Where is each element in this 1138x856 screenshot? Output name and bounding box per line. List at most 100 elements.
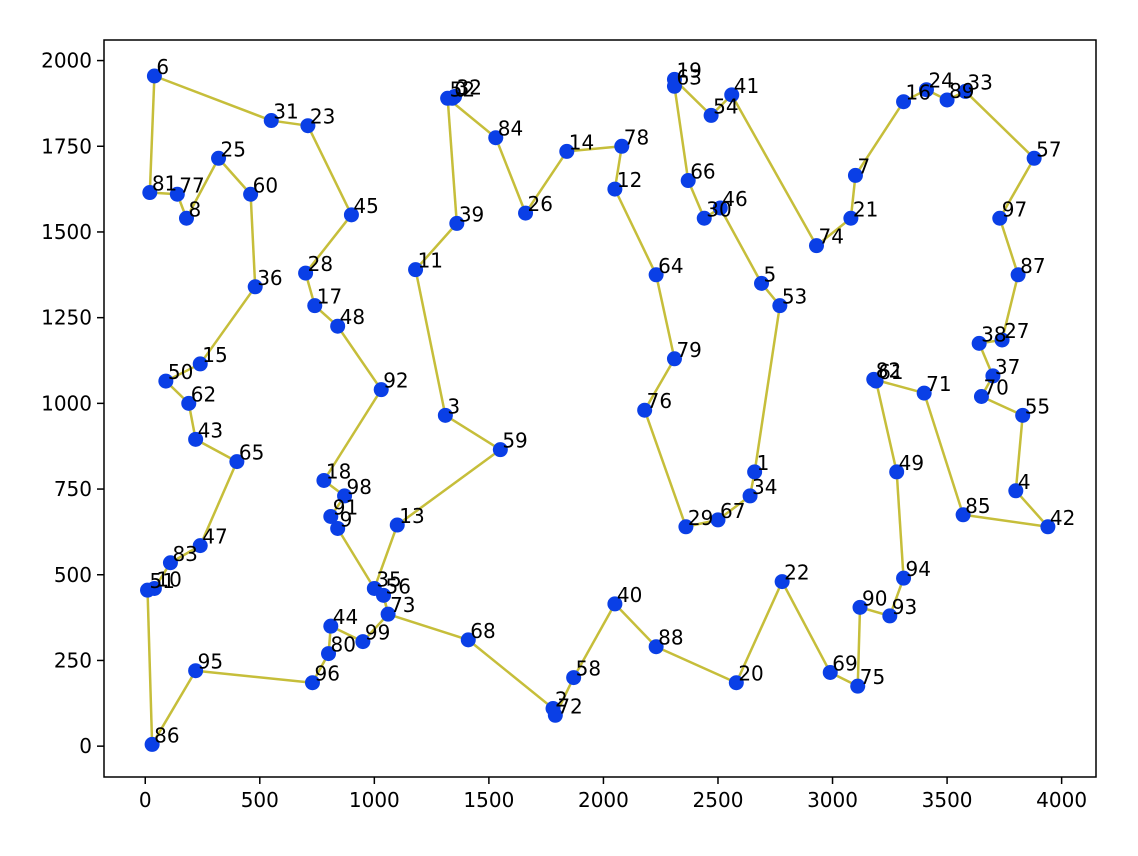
y-tick-label: 750 xyxy=(54,477,92,501)
point-label-44: 44 xyxy=(333,605,358,629)
point-label-32: 32 xyxy=(457,76,482,100)
y-tick-label: 1750 xyxy=(41,134,92,158)
point-label-38: 38 xyxy=(981,322,1006,346)
point-label-36: 36 xyxy=(257,266,282,290)
data-point-86 xyxy=(144,736,160,752)
data-point-48 xyxy=(330,318,346,334)
point-labels: 0123456789101112131415161718192021222324… xyxy=(150,55,1076,747)
point-label-33: 33 xyxy=(967,70,992,94)
point-label-42: 42 xyxy=(1050,506,1075,530)
point-label-29: 29 xyxy=(688,506,713,530)
route-segment xyxy=(719,207,763,284)
point-label-54: 54 xyxy=(713,94,738,118)
data-points xyxy=(140,68,1056,752)
data-point-6 xyxy=(146,68,162,84)
point-label-31: 31 xyxy=(273,100,298,124)
x-tick-label: 2500 xyxy=(693,788,744,812)
point-label-20: 20 xyxy=(738,662,763,686)
data-point-75 xyxy=(850,678,866,694)
point-label-72: 72 xyxy=(557,694,582,718)
route-segment xyxy=(1014,489,1049,528)
data-point-46 xyxy=(712,200,728,216)
point-label-6: 6 xyxy=(156,55,169,79)
data-point-59 xyxy=(492,442,508,458)
route-segment xyxy=(673,86,690,181)
route-segment xyxy=(613,603,658,648)
point-label-52: 52 xyxy=(450,77,475,101)
point-label-79: 79 xyxy=(676,338,701,362)
point-label-51: 51 xyxy=(150,569,175,593)
route-segment xyxy=(249,194,257,287)
data-point-83 xyxy=(162,555,178,571)
data-point-21 xyxy=(843,210,859,226)
data-point-63 xyxy=(666,78,682,94)
point-label-17: 17 xyxy=(317,285,342,309)
route-segment xyxy=(524,150,568,214)
data-point-73 xyxy=(380,606,396,622)
point-label-23: 23 xyxy=(310,105,335,129)
data-point-50 xyxy=(158,373,174,389)
data-point-14 xyxy=(559,143,575,159)
data-point-97 xyxy=(992,210,1008,226)
route-segment xyxy=(998,217,1020,276)
data-point-47 xyxy=(192,538,208,554)
data-point-54 xyxy=(703,107,719,123)
point-label-1: 1 xyxy=(757,451,770,475)
point-label-59: 59 xyxy=(502,429,527,453)
y-tick-label: 1250 xyxy=(41,306,92,330)
point-label-40: 40 xyxy=(617,583,642,607)
route-segment xyxy=(730,94,818,247)
point-label-74: 74 xyxy=(818,225,843,249)
data-point-31 xyxy=(263,113,279,129)
data-point-57 xyxy=(1026,150,1042,166)
point-label-92: 92 xyxy=(383,369,408,393)
route-segment xyxy=(874,380,898,473)
point-label-87: 87 xyxy=(1020,254,1045,278)
point-label-18: 18 xyxy=(326,459,351,483)
point-label-48: 48 xyxy=(340,305,365,329)
data-point-82 xyxy=(866,371,882,387)
point-label-83: 83 xyxy=(172,542,197,566)
point-label-68: 68 xyxy=(470,619,495,643)
data-point-20 xyxy=(728,675,744,691)
data-point-41 xyxy=(724,87,740,103)
point-label-96: 96 xyxy=(314,662,339,686)
point-label-66: 66 xyxy=(690,160,715,184)
route-segment xyxy=(655,645,737,684)
route-segment xyxy=(396,448,502,527)
data-point-71 xyxy=(916,385,932,401)
x-tick-label: 3500 xyxy=(922,788,973,812)
point-label-41: 41 xyxy=(734,74,759,98)
point-label-56: 56 xyxy=(386,574,411,598)
point-label-71: 71 xyxy=(926,372,951,396)
data-point-68 xyxy=(460,632,476,648)
data-point-81 xyxy=(142,185,158,201)
data-point-8 xyxy=(178,210,194,226)
point-label-12: 12 xyxy=(617,168,642,192)
point-label-21: 21 xyxy=(853,197,878,221)
point-label-34: 34 xyxy=(752,475,777,499)
point-label-50: 50 xyxy=(168,360,193,384)
y-tick-label: 2000 xyxy=(41,49,92,73)
route-segment xyxy=(467,638,554,710)
route-segment xyxy=(613,188,658,276)
point-label-55: 55 xyxy=(1025,394,1050,418)
route-segment xyxy=(387,612,469,642)
point-label-88: 88 xyxy=(658,626,683,650)
x-tick-label: 0 xyxy=(139,788,152,812)
route-segment xyxy=(964,90,1036,160)
point-label-93: 93 xyxy=(892,595,917,619)
data-point-99 xyxy=(355,634,371,650)
route-segment xyxy=(304,214,353,274)
route-segment xyxy=(643,409,688,528)
axes-frame xyxy=(103,39,1097,778)
point-label-85: 85 xyxy=(965,494,990,518)
data-point-1 xyxy=(747,464,763,480)
point-label-86: 86 xyxy=(154,723,179,747)
data-point-15 xyxy=(192,356,208,372)
data-point-4 xyxy=(1008,483,1024,499)
point-label-0: 0 xyxy=(454,77,467,101)
x-tick-label: 1500 xyxy=(463,788,514,812)
route-segment xyxy=(962,513,1049,529)
